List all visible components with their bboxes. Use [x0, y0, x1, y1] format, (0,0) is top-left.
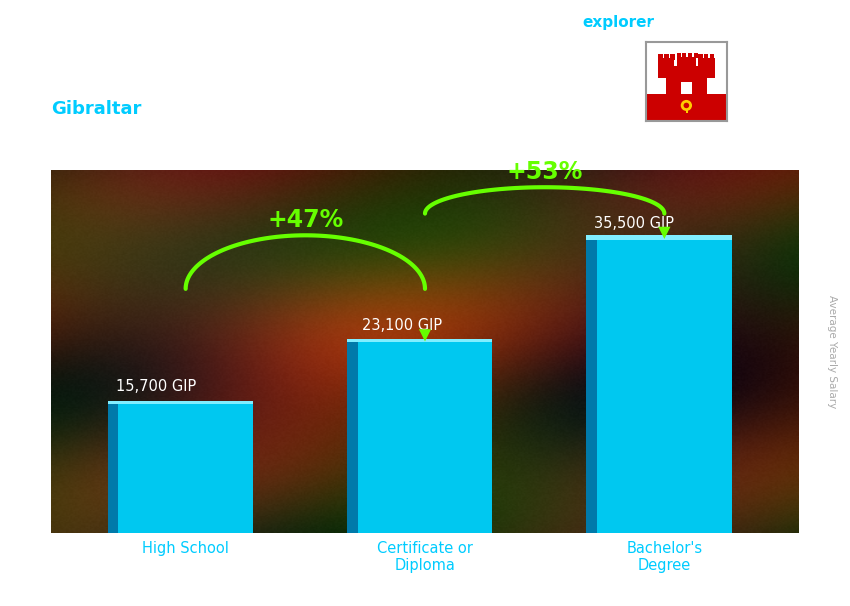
Bar: [108, 401, 253, 404]
Bar: [677, 53, 681, 58]
Text: +47%: +47%: [267, 208, 343, 231]
Text: .com: .com: [648, 15, 689, 30]
Bar: [670, 54, 675, 60]
Bar: [666, 66, 706, 93]
Bar: [694, 53, 698, 58]
Bar: [108, 404, 118, 533]
Circle shape: [681, 100, 692, 111]
Bar: [699, 54, 702, 60]
Text: High School: High School: [142, 541, 230, 556]
Text: Salary Comparison By Education: Salary Comparison By Education: [51, 15, 534, 41]
Bar: [358, 342, 492, 533]
Bar: [347, 342, 358, 533]
Bar: [646, 42, 727, 93]
Text: Average Yearly Salary: Average Yearly Salary: [827, 295, 837, 408]
Text: +53%: +53%: [507, 159, 583, 184]
Bar: [683, 53, 686, 58]
Bar: [586, 235, 732, 240]
Bar: [597, 240, 732, 533]
Text: Certificate or
Diploma: Certificate or Diploma: [377, 541, 473, 573]
Bar: [686, 104, 688, 113]
Text: explorer: explorer: [582, 15, 654, 30]
Bar: [710, 54, 714, 60]
Bar: [681, 82, 692, 93]
Bar: [658, 58, 674, 78]
Bar: [677, 56, 696, 72]
Bar: [704, 54, 708, 60]
Bar: [658, 54, 663, 60]
Text: 15,700 GIP: 15,700 GIP: [116, 379, 196, 395]
Text: 23,100 GIP: 23,100 GIP: [362, 318, 443, 333]
Bar: [347, 339, 492, 342]
Bar: [688, 53, 692, 58]
Bar: [699, 58, 715, 78]
Bar: [118, 404, 253, 533]
Bar: [586, 240, 597, 533]
Bar: [664, 54, 669, 60]
Text: Gibraltar: Gibraltar: [51, 100, 141, 118]
Circle shape: [683, 102, 689, 108]
Text: 35,500 GIP: 35,500 GIP: [594, 216, 674, 231]
Text: Bachelor's
Degree: Bachelor's Degree: [626, 541, 702, 573]
Bar: [646, 93, 727, 121]
Text: salary: salary: [527, 15, 580, 30]
Text: Travel Agent: Travel Agent: [51, 64, 164, 82]
